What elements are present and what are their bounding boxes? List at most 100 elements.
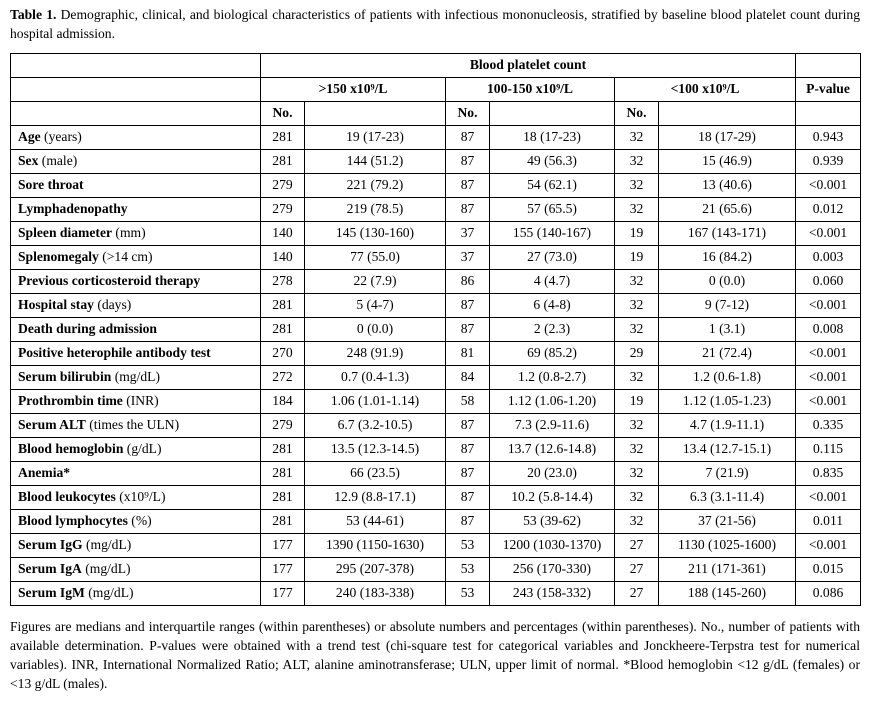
row-label-suffix: (mm) bbox=[112, 225, 146, 240]
row-label-cell: Blood hemoglobin (g/dL) bbox=[10, 436, 261, 462]
row-label: Blood leukocytes bbox=[18, 489, 116, 504]
empty-header-cell bbox=[658, 100, 796, 126]
no-header-cell-3: No. bbox=[614, 100, 659, 126]
value-cell-gt150: 145 (130-160) bbox=[304, 220, 446, 246]
value-cell-lt100: 6.3 (3.1-11.4) bbox=[658, 484, 796, 510]
row-label: Anemia* bbox=[18, 465, 71, 480]
row-label-suffix: (male) bbox=[38, 153, 78, 168]
row-label-cell: Serum IgM (mg/dL) bbox=[10, 580, 261, 606]
value-cell-gt150: 1.06 (1.01-1.14) bbox=[304, 388, 446, 414]
p-value-cell: 0.939 bbox=[795, 148, 861, 174]
row-label: Blood hemoglobin bbox=[18, 441, 124, 456]
row-label-suffix: (%) bbox=[127, 513, 152, 528]
no-cell-lt100: 27 bbox=[614, 580, 659, 606]
value-cell-lt100: 7 (21.9) bbox=[658, 460, 796, 486]
row-label: Previous corticosteroid therapy bbox=[18, 273, 201, 288]
table-row: Prothrombin time (INR) 184 1.06 (1.01-1.… bbox=[10, 388, 861, 414]
no-header-cell-1: No. bbox=[260, 100, 305, 126]
value-cell-gt150: 13.5 (12.3-14.5) bbox=[304, 436, 446, 462]
row-label-cell: Serum ALT (times the ULN) bbox=[10, 412, 261, 438]
value-cell-gt150: 248 (91.9) bbox=[304, 340, 446, 366]
no-cell-lt100: 32 bbox=[614, 292, 659, 318]
row-label-cell: Blood leukocytes (x10⁹/L) bbox=[10, 484, 261, 510]
p-value-header-cell: P-value bbox=[795, 76, 861, 102]
no-cell-100-150: 87 bbox=[445, 460, 490, 486]
value-cell-100-150: 20 (23.0) bbox=[489, 460, 615, 486]
header-row-group: Blood platelet count bbox=[10, 52, 861, 78]
row-label: Sex bbox=[18, 153, 39, 168]
p-value-cell: <0.001 bbox=[795, 388, 861, 414]
value-cell-lt100: 16 (84.2) bbox=[658, 244, 796, 270]
group-header-cell: Blood platelet count bbox=[260, 52, 796, 78]
row-label: Prothrombin time bbox=[18, 393, 123, 408]
p-value-cell: 0.835 bbox=[795, 460, 861, 486]
value-cell-lt100: 211 (171-361) bbox=[658, 556, 796, 582]
empty-header-cell bbox=[10, 76, 261, 102]
row-label-suffix: (days) bbox=[93, 297, 132, 312]
row-label: Serum ALT bbox=[18, 417, 86, 432]
empty-header-cell bbox=[795, 52, 861, 78]
column-header-gt150: >150 x10⁹/L bbox=[260, 76, 446, 102]
no-cell-100-150: 86 bbox=[445, 268, 490, 294]
table-row: Sex (male) 281 144 (51.2) 87 49 (56.3) 3… bbox=[10, 148, 861, 174]
table-row: Positive heterophile antibody test 270 2… bbox=[10, 340, 861, 366]
table-row: Blood leukocytes (x10⁹/L) 281 12.9 (8.8-… bbox=[10, 484, 861, 510]
table-row: Sore throat 279 221 (79.2) 87 54 (62.1) … bbox=[10, 172, 861, 198]
value-cell-100-150: 4 (4.7) bbox=[489, 268, 615, 294]
no-cell-gt150: 279 bbox=[260, 412, 305, 438]
no-cell-100-150: 87 bbox=[445, 292, 490, 318]
row-label-suffix: (INR) bbox=[122, 393, 159, 408]
no-cell-100-150: 87 bbox=[445, 436, 490, 462]
no-cell-100-150: 53 bbox=[445, 556, 490, 582]
value-cell-lt100: 1 (3.1) bbox=[658, 316, 796, 342]
no-cell-lt100: 32 bbox=[614, 172, 659, 198]
no-cell-lt100: 32 bbox=[614, 124, 659, 150]
p-value-cell: <0.001 bbox=[795, 340, 861, 366]
table-row: Serum ALT (times the ULN) 279 6.7 (3.2-1… bbox=[10, 412, 861, 438]
value-cell-gt150: 77 (55.0) bbox=[304, 244, 446, 270]
row-label-cell: Prothrombin time (INR) bbox=[10, 388, 261, 414]
value-cell-100-150: 10.2 (5.8-14.4) bbox=[489, 484, 615, 510]
value-cell-gt150: 219 (78.5) bbox=[304, 196, 446, 222]
value-cell-lt100: 0 (0.0) bbox=[658, 268, 796, 294]
row-label: Serum IgG bbox=[18, 537, 83, 552]
p-value-cell: 0.086 bbox=[795, 580, 861, 606]
value-cell-100-150: 54 (62.1) bbox=[489, 172, 615, 198]
row-label-cell: Serum bilirubin (mg/dL) bbox=[10, 364, 261, 390]
row-label: Age bbox=[18, 129, 41, 144]
no-cell-gt150: 281 bbox=[260, 316, 305, 342]
table-row: Age (years) 281 19 (17-23) 87 18 (17-23)… bbox=[10, 124, 861, 150]
no-cell-lt100: 27 bbox=[614, 532, 659, 558]
no-cell-gt150: 281 bbox=[260, 436, 305, 462]
value-cell-100-150: 256 (170-330) bbox=[489, 556, 615, 582]
value-cell-100-150: 6 (4-8) bbox=[489, 292, 615, 318]
value-cell-lt100: 1.2 (0.6-1.8) bbox=[658, 364, 796, 390]
no-cell-100-150: 87 bbox=[445, 508, 490, 534]
table-row: Serum IgM (mg/dL) 177 240 (183-338) 53 2… bbox=[10, 580, 861, 606]
value-cell-100-150: 53 (39-62) bbox=[489, 508, 615, 534]
header-row-no: No. No. No. bbox=[10, 100, 861, 126]
value-cell-100-150: 1.12 (1.06-1.20) bbox=[489, 388, 615, 414]
no-cell-lt100: 32 bbox=[614, 148, 659, 174]
header-row-columns: >150 x10⁹/L 100-150 x10⁹/L <100 x10⁹/L P… bbox=[10, 76, 861, 102]
value-cell-gt150: 295 (207-378) bbox=[304, 556, 446, 582]
row-label-cell: Sex (male) bbox=[10, 148, 261, 174]
no-cell-gt150: 281 bbox=[260, 460, 305, 486]
value-cell-gt150: 66 (23.5) bbox=[304, 460, 446, 486]
no-cell-gt150: 177 bbox=[260, 532, 305, 558]
no-cell-100-150: 37 bbox=[445, 244, 490, 270]
row-label: Serum IgM bbox=[18, 585, 85, 600]
no-cell-100-150: 87 bbox=[445, 124, 490, 150]
no-cell-gt150: 184 bbox=[260, 388, 305, 414]
no-cell-lt100: 32 bbox=[614, 196, 659, 222]
value-cell-gt150: 0 (0.0) bbox=[304, 316, 446, 342]
value-cell-lt100: 13 (40.6) bbox=[658, 172, 796, 198]
no-cell-100-150: 87 bbox=[445, 172, 490, 198]
row-label: Serum IgA bbox=[18, 561, 82, 576]
no-cell-100-150: 87 bbox=[445, 316, 490, 342]
row-label-suffix: (years) bbox=[40, 129, 82, 144]
no-cell-gt150: 140 bbox=[260, 244, 305, 270]
value-cell-lt100: 18 (17-29) bbox=[658, 124, 796, 150]
row-label-suffix: (mg/dL) bbox=[82, 537, 132, 552]
no-cell-lt100: 32 bbox=[614, 268, 659, 294]
